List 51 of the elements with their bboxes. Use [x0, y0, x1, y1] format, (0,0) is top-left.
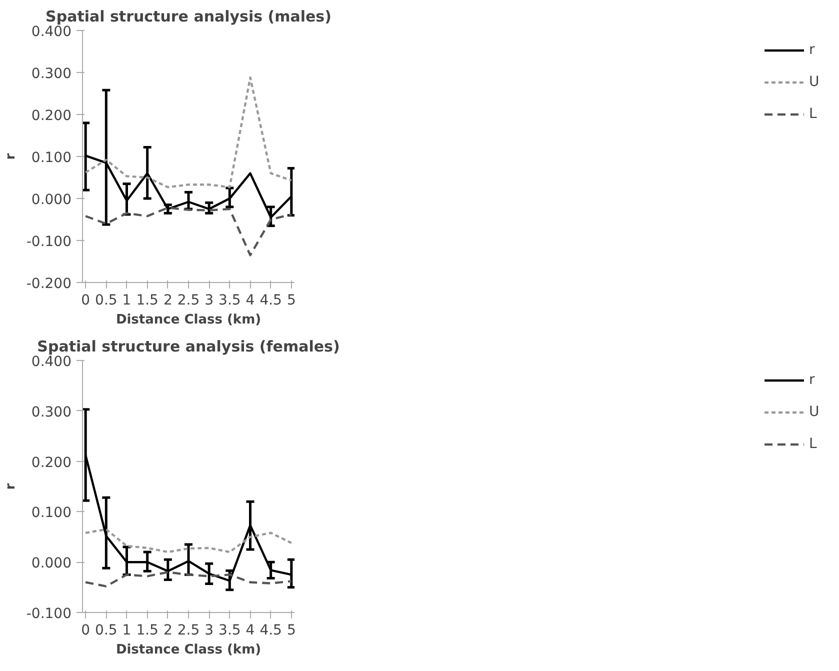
y-tick-label: 0.400: [31, 24, 72, 40]
chart-title: Spatial structure analysis (females): [37, 338, 340, 356]
x-tick-label: 4.5: [260, 622, 282, 638]
x-tick-label: 3.5: [218, 292, 241, 308]
x-tick-label: 1.5: [136, 292, 158, 308]
y-axis-title: r: [3, 152, 18, 160]
x-tick-label: 1: [122, 292, 132, 308]
y-tick-label: 0.400: [31, 354, 72, 370]
y-tick-label: 0.000: [31, 192, 72, 208]
y-tick-label: -0.100: [26, 234, 72, 250]
y-tick-label: 0.200: [31, 454, 72, 471]
x-tick-label: 0.5: [95, 622, 118, 638]
y-tick-label: 0.300: [31, 404, 72, 420]
x-tick-label: 4.5: [260, 292, 282, 308]
x-tick-label: 3: [204, 622, 214, 638]
x-tick-label: 4: [246, 622, 255, 638]
x-axis-title: Distance Class (km): [116, 642, 262, 658]
line-series: [84, 528, 293, 554]
y-tick-label: 0.300: [31, 66, 72, 82]
x-tick-label: 0: [81, 292, 90, 308]
legend-label: U: [809, 404, 820, 420]
y-tick-label: -0.100: [26, 606, 72, 622]
x-tick-label: 2: [163, 292, 172, 308]
y-axis-title: r: [3, 482, 18, 490]
x-tick-label: 2.5: [177, 622, 200, 638]
y-tick-label: 0.100: [31, 505, 72, 522]
line-series: [84, 571, 293, 588]
line-series: [84, 76, 293, 188]
legend-label: L: [809, 436, 818, 452]
chart-title: Spatial structure analysis (males): [46, 8, 332, 26]
legend-label: L: [809, 106, 818, 122]
x-tick-label: 1.5: [136, 622, 158, 638]
line-series: [84, 206, 293, 256]
x-tick-label: 3: [204, 292, 214, 308]
legend-label: U: [809, 74, 820, 90]
legend-label: r: [809, 372, 816, 388]
x-tick-label: 0.5: [95, 292, 118, 308]
x-tick-label: 2.5: [177, 292, 200, 308]
x-tick-label: 1: [122, 622, 132, 638]
legend-label: r: [809, 42, 816, 58]
y-tick-label: 0.100: [31, 150, 72, 166]
y-tick-label: -0.200: [26, 276, 72, 292]
x-tick-label: 4: [246, 292, 255, 308]
y-tick-label: 0.000: [31, 556, 72, 572]
x-tick-label: 2: [163, 622, 172, 638]
x-tick-label: 3.5: [218, 622, 241, 638]
x-tick-label: 5: [286, 622, 296, 638]
x-tick-label: 5: [286, 292, 296, 308]
x-tick-label: 0: [81, 622, 90, 638]
y-tick-label: 0.200: [31, 108, 72, 124]
x-axis-title: Distance Class (km): [116, 312, 262, 328]
